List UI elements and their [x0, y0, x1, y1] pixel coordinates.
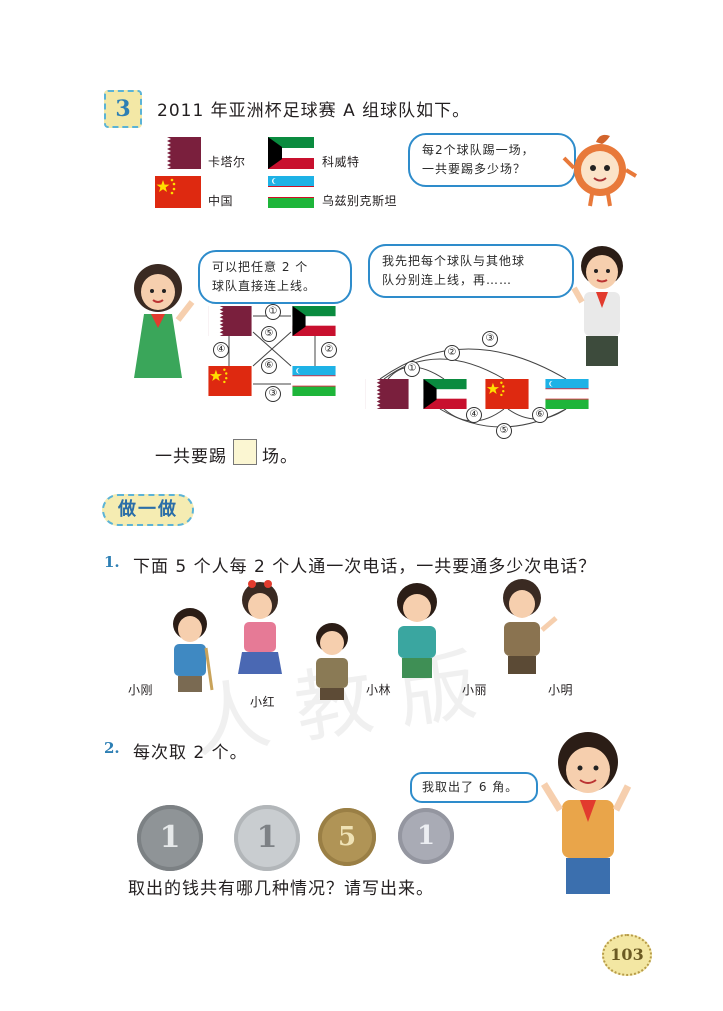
girl-illustration [118, 258, 200, 384]
edge-label-4: ④ [466, 407, 482, 423]
girl-speech-bubble: 可以把任意 2 个 球队直接连上线。 [198, 250, 352, 304]
answer-box[interactable] [233, 439, 257, 465]
q2-text: 每次取 2 个。 [133, 743, 248, 763]
answer-prefix: 一共要踢 [155, 447, 227, 467]
one-jiao-coin-3: 1 [398, 808, 454, 864]
edge-label-3: ③ [482, 331, 498, 347]
q1-number: 1. [104, 553, 120, 571]
connection-diagram-b: ① ② ③ ④ ⑤ ⑥ [360, 325, 600, 440]
team-name-kuwait: 科威特 [322, 155, 360, 169]
edge-label-6: ⑥ [532, 407, 548, 423]
qatar-flag [364, 379, 410, 409]
kid-illustration-1 [160, 604, 220, 694]
uzbekistan-flag [291, 366, 337, 396]
q2-number: 2. [104, 739, 120, 757]
ball-mascot-illustration [562, 128, 642, 208]
kid-illustration-3 [304, 620, 360, 700]
section-header: 做一做 [102, 494, 194, 526]
uzbekistan-flag [268, 176, 314, 208]
boy-illustration [564, 240, 640, 372]
one-jiao-coin-2: 1 [234, 805, 300, 871]
china-flag [484, 379, 530, 409]
uzbekistan-flag [544, 379, 590, 409]
q1-text: 下面 5 个人每 2 个人通一次电话，一共要通多少次电话？ [133, 557, 597, 577]
kuwait-flag [291, 306, 337, 336]
person-name-3: 小林 [366, 683, 392, 697]
boy-with-coins-illustration [540, 724, 632, 900]
edge-label-6: ⑥ [261, 358, 277, 374]
china-flag [207, 366, 253, 396]
connection-diagram-a: ① ② ③ ④ ⑤ ⑥ [205, 300, 350, 402]
person-name-1: 小刚 [128, 683, 154, 697]
person-name-5: 小明 [548, 683, 574, 697]
team-name-uzbekistan: 乌兹别克斯坦 [322, 194, 398, 208]
connection-lines-a [228, 315, 316, 385]
kuwait-flag [268, 137, 314, 169]
team-name-china: 中国 [208, 194, 234, 208]
edge-label-1: ① [404, 361, 420, 377]
kid-illustration-2 [232, 578, 288, 688]
problem-number-badge: 3 [104, 90, 142, 128]
edge-label-4: ④ [213, 342, 229, 358]
edge-label-5: ⑤ [496, 423, 512, 439]
china-flag [155, 176, 201, 208]
page-number: 103 [602, 934, 652, 976]
q2-speech-bubble: 我取出了 6 角。 [410, 772, 538, 803]
qatar-flag [155, 137, 201, 169]
team-name-qatar: 卡塔尔 [208, 155, 246, 169]
one-jiao-coin-1: 1 [137, 805, 203, 871]
qatar-flag [207, 306, 253, 336]
kuwait-flag [422, 379, 468, 409]
answer-suffix: 场。 [262, 447, 298, 467]
edge-label-1: ① [265, 304, 281, 320]
person-name-2: 小红 [250, 695, 276, 709]
person-name-4: 小丽 [462, 683, 488, 697]
edge-label-2: ② [444, 345, 460, 361]
mascot-speech-bubble: 每2个球队踢一场， 一共要踢多少场？ [408, 133, 576, 187]
kid-illustration-4 [384, 580, 450, 684]
boy-speech-bubble: 我先把每个球队与其他球 队分别连上线，再…… [368, 244, 574, 298]
edge-label-3: ③ [265, 386, 281, 402]
edge-label-5: ⑤ [261, 326, 277, 342]
edge-label-2: ② [321, 342, 337, 358]
kid-illustration-5 [490, 576, 562, 676]
five-jiao-coin: 5 [318, 808, 376, 866]
problem-title: 2011 年亚洲杯足球赛 A 组球队如下。 [157, 101, 471, 121]
q2-prompt: 取出的钱共有哪几种情况？请写出来。 [128, 879, 434, 899]
